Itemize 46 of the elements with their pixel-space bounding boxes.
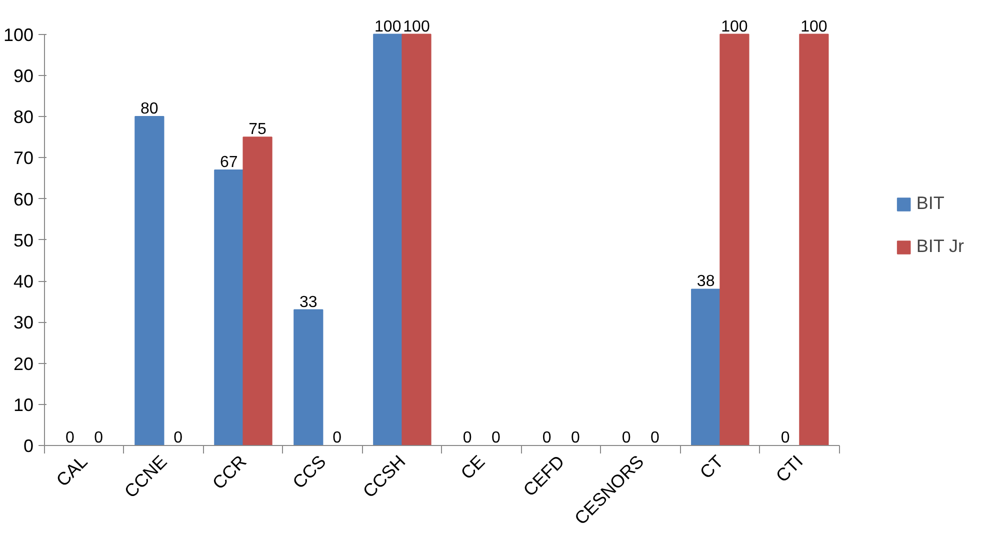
y-tick-label: 10 [13,394,34,415]
data-label: 0 [650,430,660,446]
bar [720,34,750,446]
data-label: 100 [721,18,748,36]
data-label: 67 [220,154,238,171]
bar [799,34,829,446]
data-label: 0 [542,430,552,446]
legend-label: BIT Jr [916,236,964,257]
bar [214,169,244,446]
x-tick-label: CAL [52,451,92,490]
bar [691,288,721,446]
y-tick-label: 20 [13,354,34,374]
data-label: 0 [94,430,104,446]
bar [242,136,272,446]
data-label: 0 [174,430,183,446]
data-label: 0 [622,430,631,446]
y-tick-label: 40 [13,272,34,292]
y-tick-label: 70 [13,148,34,168]
data-label: 0 [65,430,74,446]
data-label: 0 [332,430,342,446]
y-tick-label: 60 [13,189,34,210]
data-label: 0 [492,430,501,446]
y-tick-label: 0 [23,436,34,456]
x-tick-label: CE [456,451,489,484]
data-label: 0 [571,430,580,446]
legend-label: BIT [916,193,944,214]
y-tick-label: 30 [13,312,34,333]
y-tick-label: 100 [3,24,34,45]
data-label: 0 [462,430,472,446]
data-label: 75 [248,121,267,138]
x-tick-label: CT [696,451,728,483]
data-label: 33 [300,294,318,311]
data-label: 100 [800,18,828,36]
x-tick-label: CTI [772,451,807,486]
y-tick-label: 80 [13,107,34,128]
data-label: 0 [780,430,790,446]
data-label: 100 [374,18,402,36]
bar [294,309,324,446]
bar [134,116,164,446]
bar [373,34,403,446]
data-label: 80 [140,100,158,118]
y-tick-label: 50 [13,230,34,250]
y-tick-label: 90 [13,66,34,86]
bar [402,34,432,446]
data-label: 38 [696,273,715,290]
data-label: 100 [403,18,430,36]
